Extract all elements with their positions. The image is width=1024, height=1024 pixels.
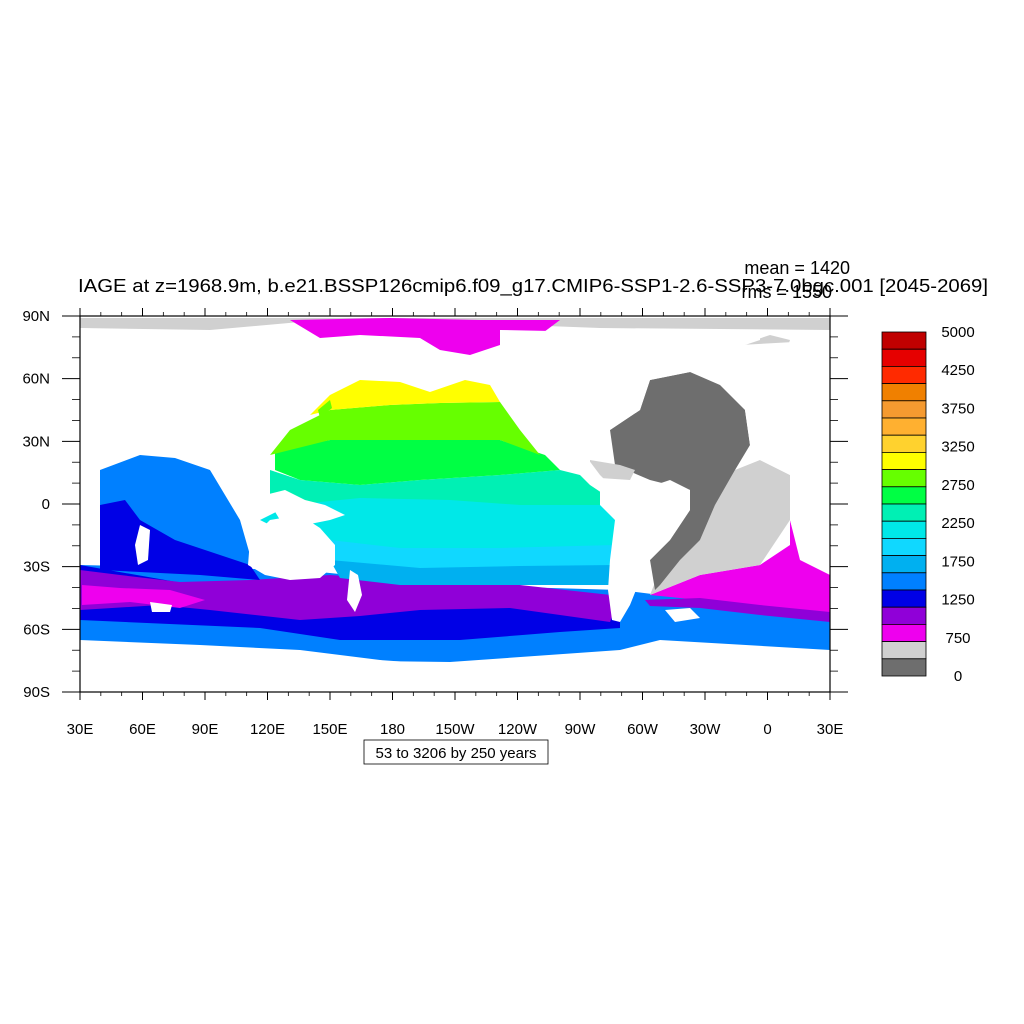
colorbar-box xyxy=(881,520,927,539)
land-north-america xyxy=(495,330,760,460)
y-tick-label: 30N xyxy=(22,433,50,450)
field-band-deep-blue xyxy=(80,565,620,640)
y-tick-label: 90N xyxy=(22,308,50,325)
land-north-asia xyxy=(80,328,370,455)
field-pacific-green xyxy=(275,440,560,485)
land-new-zealand xyxy=(347,570,362,612)
land-madagascar xyxy=(135,525,150,565)
y-tick-label: 0 xyxy=(42,496,50,513)
colorbar-label: 5000 xyxy=(941,324,974,341)
field-south-atlantic-magenta xyxy=(650,520,830,615)
y-tick-label: 90S xyxy=(23,684,50,701)
colorbar-box xyxy=(881,400,927,419)
island-cluster-indian xyxy=(150,602,172,612)
map-axes: 30E 60E 90E 120E 150E 180 150W 120W 90W 60W 30W 0 30… xyxy=(22,308,848,738)
colorbar: 5000 4250 3750 3250 2750 2250 1750 1250 750 0 xyxy=(881,324,975,685)
field-caribbean-lightgrey xyxy=(590,460,635,480)
y-tick-label: 30S xyxy=(23,559,50,576)
x-tick-label: 90E xyxy=(192,721,219,738)
land-antarctica xyxy=(80,640,830,692)
colorbar-box xyxy=(881,486,927,505)
colorbar-box xyxy=(881,572,927,591)
field-arctic-magenta xyxy=(290,318,560,355)
x-tick-label: 120E xyxy=(250,721,285,738)
map-title: IAGE at z=1968.9m, b.e21.BSSP126cmip6.f0… xyxy=(78,276,988,297)
x-tick-label: 60W xyxy=(627,721,659,738)
rms-stat: rms = 1550 xyxy=(741,282,832,302)
contour-info-text: 53 to 3206 by 250 years xyxy=(376,745,537,762)
field-atlantic-lightgrey xyxy=(650,460,790,595)
land-greenland xyxy=(610,330,740,352)
mean-stat: mean = 1420 xyxy=(744,258,850,278)
field-pacific-blue2 xyxy=(330,560,615,585)
colorbar-box xyxy=(881,658,927,677)
land-central-america xyxy=(575,455,615,495)
colorbar-label: 3750 xyxy=(941,400,974,417)
colorbar-box xyxy=(881,331,927,350)
land-south-america xyxy=(605,480,690,622)
y-tick-label: 60S xyxy=(23,621,50,638)
colorbar-box xyxy=(881,469,927,488)
colorbar-label: 1250 xyxy=(941,592,974,609)
colorbar-box xyxy=(881,383,927,402)
iage-field xyxy=(80,318,830,692)
field-pacific-yellow xyxy=(310,380,500,415)
field-pacific-lightblue xyxy=(330,540,615,572)
x-tick-label: 30W xyxy=(690,721,722,738)
colorbar-box xyxy=(881,589,927,608)
x-tick-label: 30E xyxy=(817,721,844,738)
field-pacific-teal xyxy=(270,470,600,505)
colorbar-box xyxy=(881,348,927,367)
colorbar-label: 3250 xyxy=(941,439,974,456)
colorbar-box xyxy=(881,417,927,436)
field-band-magenta-indian xyxy=(82,585,205,608)
colorbar-box xyxy=(881,434,927,453)
colorbar-box xyxy=(881,624,927,643)
colorbar-label: 0 xyxy=(954,668,962,685)
island-cluster-south-atlantic xyxy=(665,608,700,622)
land-maritime-asia xyxy=(265,490,345,525)
colorbar-box xyxy=(881,538,927,557)
x-tick-label: 0 xyxy=(763,721,771,738)
field-south-atlantic-purple xyxy=(645,598,830,622)
colorbar-label: 2750 xyxy=(941,477,974,494)
colorbar-label: 750 xyxy=(945,630,970,647)
x-tick-label: 90W xyxy=(565,721,597,738)
colorbar-box xyxy=(881,641,927,660)
colorbar-label: 4250 xyxy=(941,362,974,379)
y-tick-label: 60N xyxy=(22,371,50,388)
contour-info-box: 53 to 3206 by 250 years xyxy=(363,739,549,765)
x-tick-label: 180 xyxy=(380,721,405,738)
colorbar-box xyxy=(881,365,927,384)
land-europe-africa-east xyxy=(740,340,830,565)
land-australia xyxy=(248,515,335,580)
colorbar-label: 1750 xyxy=(941,553,974,570)
colorbar-box xyxy=(881,503,927,522)
field-sea-of-okhotsk xyxy=(318,400,332,418)
field-atlantic-dark xyxy=(610,372,750,590)
colorbar-box xyxy=(881,606,927,625)
x-tick-label: 150E xyxy=(312,721,347,738)
x-tick-label: 30E xyxy=(67,721,94,738)
field-pacific-lime xyxy=(270,402,540,455)
colorbar-box xyxy=(881,451,927,470)
x-tick-label: 150W xyxy=(435,721,475,738)
x-tick-label: 120W xyxy=(498,721,538,738)
x-tick-label: 60E xyxy=(129,721,156,738)
colorbar-box xyxy=(881,555,927,574)
colorbar-label: 2250 xyxy=(941,515,974,532)
